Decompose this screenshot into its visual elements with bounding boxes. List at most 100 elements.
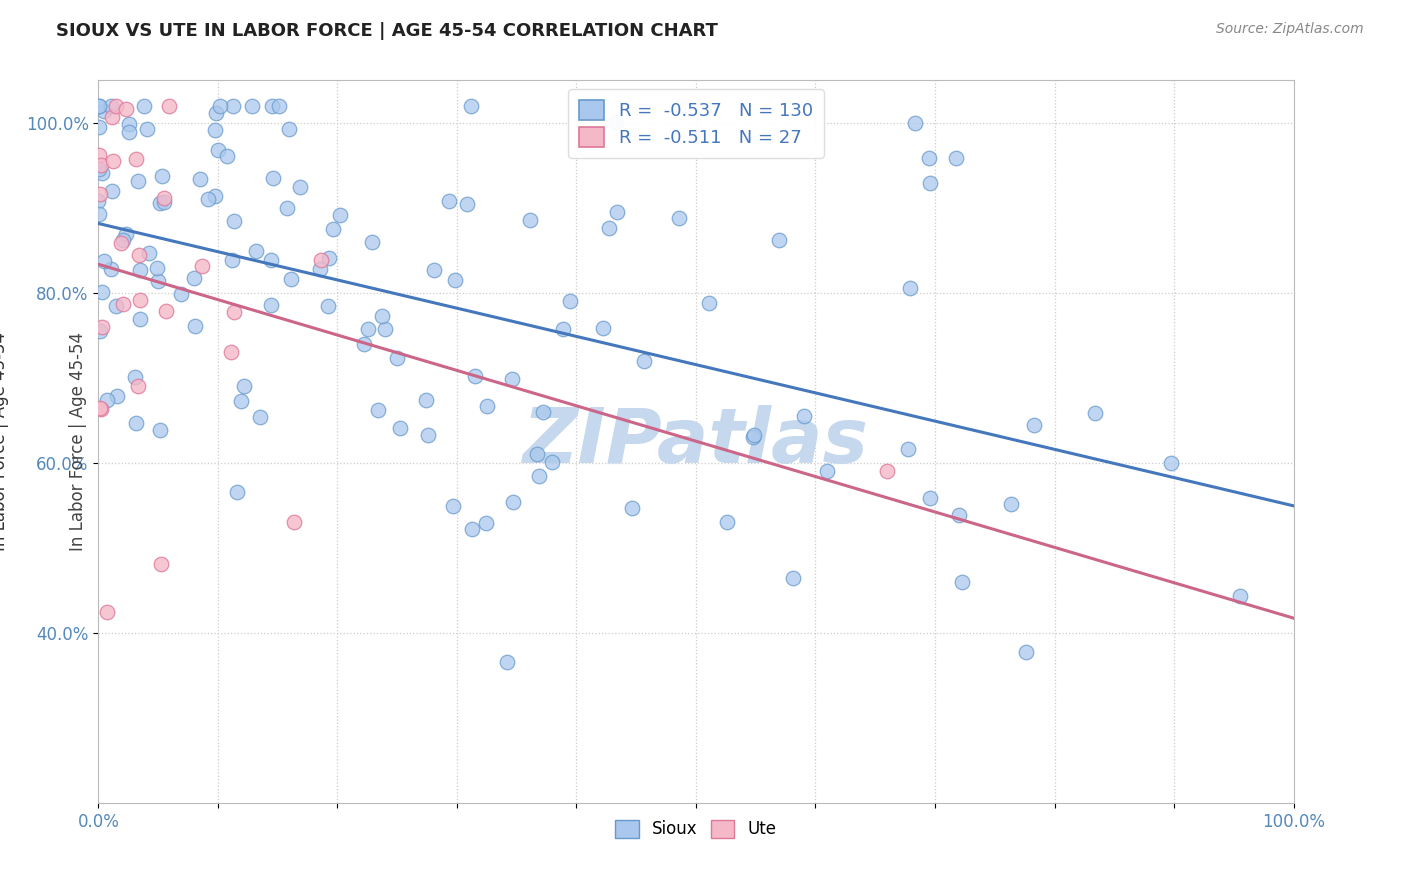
- Point: [87, 99, 110, 113]
- Point: [526, 447, 548, 461]
- Text: ZIPatlas: ZIPatlas: [523, 405, 869, 478]
- Point: [215, 148, 238, 162]
- Point: [316, 299, 339, 313]
- Point: [118, 117, 141, 131]
- Point: [149, 195, 172, 210]
- Point: [443, 273, 465, 287]
- Point: [269, 99, 291, 113]
- Point: [280, 271, 302, 285]
- Point: [118, 125, 141, 139]
- Point: [229, 393, 252, 408]
- Point: [329, 208, 352, 222]
- Point: [124, 369, 146, 384]
- Point: [374, 321, 396, 335]
- Point: [111, 234, 134, 248]
- Point: [371, 310, 394, 324]
- Y-axis label: In Labor Force | Age 45-54: In Labor Force | Age 45-54: [69, 332, 87, 551]
- Point: [318, 252, 340, 266]
- Point: [309, 261, 332, 276]
- Point: [1022, 417, 1045, 432]
- Point: [100, 262, 122, 277]
- Point: [716, 515, 738, 529]
- Point: [87, 162, 110, 177]
- Point: [633, 354, 655, 368]
- Point: [226, 484, 249, 499]
- Point: [668, 211, 690, 226]
- Point: [146, 261, 169, 276]
- Point: [128, 263, 150, 277]
- Point: [96, 606, 118, 620]
- Point: [817, 464, 839, 478]
- Point: [793, 409, 815, 423]
- Point: [183, 271, 205, 285]
- Point: [260, 99, 283, 113]
- Point: [111, 297, 134, 311]
- Point: [598, 221, 620, 235]
- Point: [155, 304, 177, 318]
- Point: [91, 166, 114, 180]
- Point: [551, 322, 574, 336]
- Point: [262, 170, 284, 185]
- Point: [219, 345, 242, 359]
- Point: [418, 427, 440, 442]
- Point: [128, 247, 150, 261]
- Point: [245, 244, 267, 258]
- Point: [605, 114, 627, 128]
- Point: [1000, 497, 1022, 511]
- Point: [240, 99, 263, 113]
- Point: [502, 494, 524, 508]
- Point: [918, 151, 941, 165]
- Point: [87, 148, 110, 162]
- Point: [125, 416, 148, 430]
- Point: [89, 324, 111, 338]
- Point: [152, 194, 174, 209]
- Point: [283, 515, 305, 529]
- Point: [1229, 590, 1251, 604]
- Point: [558, 293, 581, 308]
- Point: [125, 152, 148, 166]
- Point: [768, 233, 790, 247]
- Point: [361, 235, 384, 249]
- Point: [135, 121, 157, 136]
- Point: [898, 281, 921, 295]
- Point: [138, 246, 160, 260]
- Point: [89, 401, 111, 416]
- Point: [87, 207, 110, 221]
- Point: [100, 99, 122, 113]
- Point: [129, 312, 152, 326]
- Point: [541, 455, 564, 469]
- Point: [671, 99, 693, 113]
- Point: [146, 274, 169, 288]
- Point: [90, 158, 112, 172]
- Point: [89, 186, 111, 201]
- Point: [115, 102, 138, 116]
- Point: [191, 259, 214, 273]
- Point: [918, 176, 941, 190]
- Point: [260, 252, 283, 267]
- Point: [132, 99, 155, 113]
- Point: [437, 194, 460, 208]
- Point: [222, 305, 245, 319]
- Point: [222, 213, 245, 227]
- Point: [150, 169, 173, 184]
- Text: SIOUX VS UTE IN LABOR FORCE | AGE 45-54 CORRELATION CHART: SIOUX VS UTE IN LABOR FORCE | AGE 45-54 …: [56, 22, 718, 40]
- Point: [415, 393, 437, 408]
- Point: [475, 516, 498, 530]
- Point: [592, 321, 614, 335]
- Point: [353, 337, 375, 351]
- Point: [100, 185, 122, 199]
- Point: [115, 227, 138, 241]
- Point: [531, 405, 554, 419]
- Point: [157, 99, 180, 113]
- Point: [697, 296, 720, 310]
- Point: [441, 499, 464, 513]
- Point: [278, 121, 301, 136]
- Point: [149, 423, 172, 437]
- Point: [918, 491, 941, 505]
- Point: [127, 174, 149, 188]
- Point: [90, 402, 112, 417]
- Point: [1084, 407, 1107, 421]
- Point: [276, 201, 298, 215]
- Point: [153, 191, 176, 205]
- Point: [460, 99, 482, 113]
